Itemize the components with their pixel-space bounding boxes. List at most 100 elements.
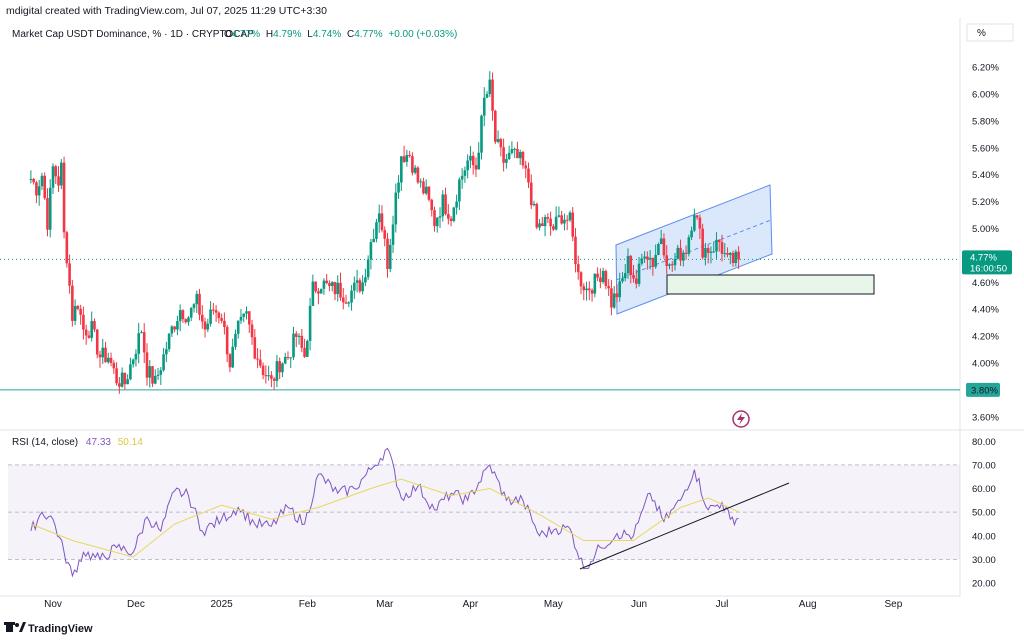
candle-body[interactable] [621,278,624,282]
candle-body[interactable] [35,182,38,196]
candle-body[interactable] [253,337,257,359]
candle-body[interactable] [687,237,691,254]
candle-body[interactable] [494,110,497,142]
candle-body[interactable] [471,155,475,166]
candle-body[interactable] [712,251,716,253]
candle-body[interactable] [516,148,519,159]
candle-body[interactable] [676,247,680,259]
candle-body[interactable] [388,244,392,269]
candle-body[interactable] [397,182,400,193]
candle-body[interactable] [588,288,591,291]
candle-body[interactable] [408,154,411,157]
candle-body[interactable] [715,239,718,252]
candle-body[interactable] [731,253,735,263]
candle-body[interactable] [618,281,622,298]
candle-body[interactable] [311,281,315,306]
candle-body[interactable] [308,305,312,341]
candle-body[interactable] [181,310,185,320]
candle-body[interactable] [118,383,121,387]
candle-body[interactable] [629,255,633,275]
candle-body[interactable] [574,236,577,265]
candle-body[interactable] [137,333,140,354]
candle-body[interactable] [278,361,281,373]
candle-body[interactable] [59,162,63,186]
candle-body[interactable] [474,165,478,170]
candle-body[interactable] [142,332,146,353]
candle-body[interactable] [123,372,127,385]
price-axis[interactable]: 6.20% 6.00% 5.80% 5.60% 5.40% 5.20% 5.00% 4.60%… [962,63,1012,424]
candle-body[interactable] [535,203,539,228]
candle-body[interactable] [336,282,340,295]
candle-body[interactable] [513,148,516,150]
candle-body[interactable] [460,175,464,180]
candle-body[interactable] [71,285,74,321]
candle-body[interactable] [737,251,740,260]
candle-body[interactable] [339,282,342,298]
candle-body[interactable] [640,258,644,264]
candle-body[interactable] [151,366,154,384]
candle-body[interactable] [109,357,113,363]
candle-body[interactable] [413,167,417,173]
candle-body[interactable] [189,308,193,318]
candle-body[interactable] [261,365,265,376]
candle-body[interactable] [701,228,704,258]
candle-body[interactable] [646,256,649,260]
candle-body[interactable] [319,288,323,294]
candle-body[interactable] [422,181,425,194]
candle-body[interactable] [115,368,118,384]
candle-body[interactable] [380,213,384,231]
candle-body[interactable] [452,207,456,221]
candle-body[interactable] [333,282,337,295]
candle-body[interactable] [560,215,563,224]
candle-body[interactable] [198,293,201,315]
candle-body[interactable] [48,187,52,230]
candle-body[interactable] [563,219,566,224]
candle-body[interactable] [187,317,190,323]
candle-body[interactable] [259,359,262,366]
candle-body[interactable] [455,201,458,208]
candle-body[interactable] [593,273,597,294]
candle-body[interactable] [228,354,232,368]
candle-body[interactable] [341,297,345,303]
candle-body[interactable] [635,278,638,284]
candle-body[interactable] [328,283,331,287]
candle-body[interactable] [673,258,677,266]
candle-body[interactable] [541,223,544,227]
candle-body[interactable] [386,238,389,269]
candle-body[interactable] [37,186,41,196]
rsi-trendline[interactable] [579,482,790,570]
candle-body[interactable] [220,318,223,321]
candle-body[interactable] [90,321,94,338]
candle-body[interactable] [400,156,403,183]
candle-body[interactable] [106,357,110,363]
candle-body[interactable] [482,97,486,116]
candle-body[interactable] [651,257,655,267]
candle-body[interactable] [355,280,359,283]
percent-toggle-button[interactable] [966,23,1014,42]
candle-body[interactable] [57,176,60,186]
candle-body[interactable] [449,218,453,221]
candle-body[interactable] [579,272,583,287]
candle-body[interactable] [502,147,505,163]
candle-body[interactable] [43,175,47,199]
candle-body[interactable] [245,311,248,314]
candle-body[interactable] [668,264,671,266]
candle-body[interactable] [234,333,237,347]
candle-body[interactable] [289,357,293,359]
candle-body[interactable] [300,335,304,348]
candle-body[interactable] [582,286,586,291]
candle-body[interactable] [681,252,685,261]
candle-body[interactable] [148,366,152,378]
candle-body[interactable] [212,309,215,311]
candle-body[interactable] [394,192,398,225]
candle-body[interactable] [270,375,273,379]
candle-body[interactable] [499,139,503,148]
candle-body[interactable] [203,321,207,330]
candle-body[interactable] [648,257,652,260]
candle-body[interactable] [585,288,588,291]
candle-body[interactable] [350,290,353,303]
candle-body[interactable] [195,293,199,305]
candle-body[interactable] [297,335,301,337]
candle-body[interactable] [657,244,660,256]
candle-body[interactable] [684,252,688,254]
